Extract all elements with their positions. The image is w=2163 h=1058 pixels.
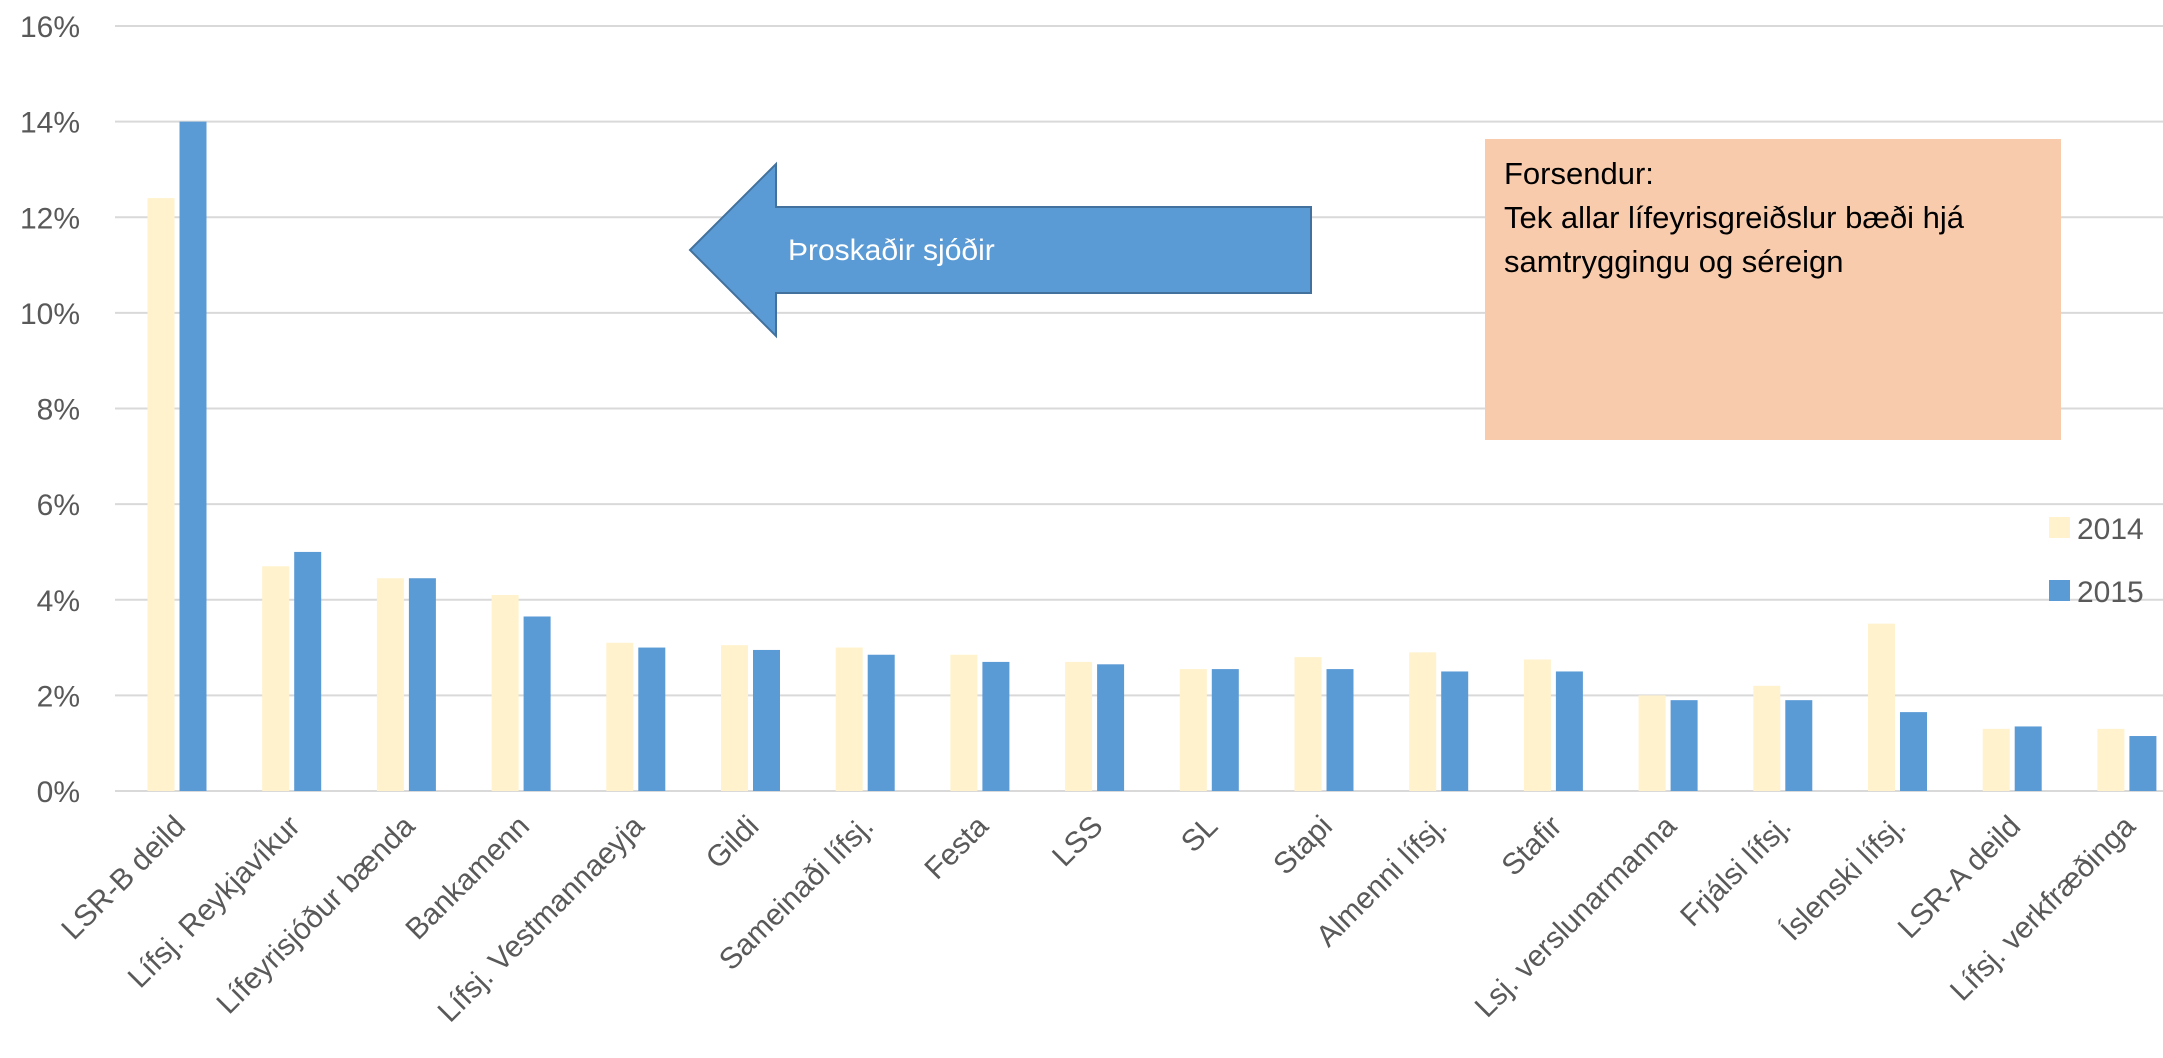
x-tick-label: Íslenski lífsj. [1775, 810, 1913, 948]
x-tick-label: SL [1175, 810, 1224, 859]
bar-2015 [753, 649, 780, 791]
bar-2015 [867, 654, 895, 791]
y-tick-label: 10% [20, 298, 80, 331]
x-tick-label: LSS [1046, 810, 1109, 873]
arrow-label: Þroskaðir sjóðir [788, 234, 995, 267]
x-tick-label: Stapi [1267, 810, 1339, 882]
bar-2015 [1326, 669, 1354, 791]
bar-2014 [1638, 695, 1666, 791]
x-tick-label: Frjálsi lífsj. [1674, 810, 1798, 934]
bar-2015 [179, 121, 207, 791]
legend: 2014 2015 [2049, 513, 2144, 609]
bar-2014 [1982, 728, 2010, 791]
bar-2015 [1441, 671, 1469, 791]
x-tick-label: Gildi [700, 810, 766, 876]
bar-2014 [376, 578, 404, 791]
bar-2015 [2129, 736, 2157, 791]
note-background [1485, 139, 2061, 440]
y-tick-label: 14% [20, 107, 80, 140]
bar-2015 [1900, 712, 1927, 791]
y-tick-label: 0% [37, 776, 80, 809]
bar-2015 [638, 647, 666, 791]
y-tick-label: 2% [37, 680, 80, 713]
bar-2014 [1868, 623, 1895, 791]
note-line: Tek allar lífeyrisgreiðslur bæði hjá [1504, 200, 1965, 235]
bars [147, 121, 2157, 791]
bar-2014 [1179, 669, 1207, 791]
note-box: Forsendur: Tek allar lífeyrisgreiðslur b… [1485, 139, 2061, 440]
y-axis-ticks: 0% 2% 4% 6% 8% 10% 12% 14% 16% [20, 11, 80, 809]
y-tick-label: 6% [37, 489, 80, 522]
bar-2014 [1065, 661, 1093, 791]
bar-2014 [2097, 728, 2125, 791]
bar-2015 [1097, 664, 1125, 791]
x-tick-label: Lífsj. Vestmannaeyja [432, 809, 651, 1028]
note-line: Forsendur: [1504, 156, 1654, 191]
bar-2014 [491, 594, 519, 791]
arrow-annotation: Þroskaðir sjóðir [688, 161, 1312, 339]
legend-swatch [2049, 580, 2070, 601]
bar-2015 [2014, 726, 2042, 791]
y-tick-label: 8% [37, 394, 80, 427]
bar-2014 [606, 642, 634, 791]
bar-2015 [523, 616, 551, 791]
bar-2014 [1753, 685, 1781, 791]
note-line: samtryggingu og séreign [1504, 244, 1843, 279]
grid-lines [115, 25, 2163, 792]
y-tick-label: 4% [37, 585, 80, 618]
y-tick-label: 12% [20, 202, 80, 235]
x-tick-label: Lsj. verslunarmanna [1469, 809, 1684, 1024]
bar-2014 [721, 645, 748, 791]
left-arrow-icon [688, 161, 1312, 339]
bar-2014 [1523, 659, 1551, 791]
bar-2015 [1211, 669, 1239, 791]
bar-2014 [262, 566, 290, 791]
bar-2014 [1409, 652, 1437, 791]
bar-2015 [1555, 671, 1583, 791]
legend-swatch [2049, 517, 2070, 538]
x-tick-label: Stafir [1495, 810, 1568, 883]
bar-2014 [950, 654, 978, 791]
bar-2014 [147, 198, 175, 791]
bar-2014 [835, 647, 863, 791]
bar-2014 [1294, 657, 1322, 791]
bar-2015 [294, 551, 322, 791]
bar-2015 [982, 661, 1010, 791]
y-tick-label: 16% [20, 11, 80, 44]
x-tick-label: Festa [918, 809, 995, 886]
bar-2015 [408, 578, 436, 791]
x-tick-label: Lífeyrisjóður bænda [211, 809, 422, 1020]
legend-label: 2014 [2077, 513, 2144, 546]
bar-2015 [1785, 700, 1813, 791]
bar-2015 [1670, 700, 1698, 791]
legend-label: 2015 [2077, 576, 2144, 609]
